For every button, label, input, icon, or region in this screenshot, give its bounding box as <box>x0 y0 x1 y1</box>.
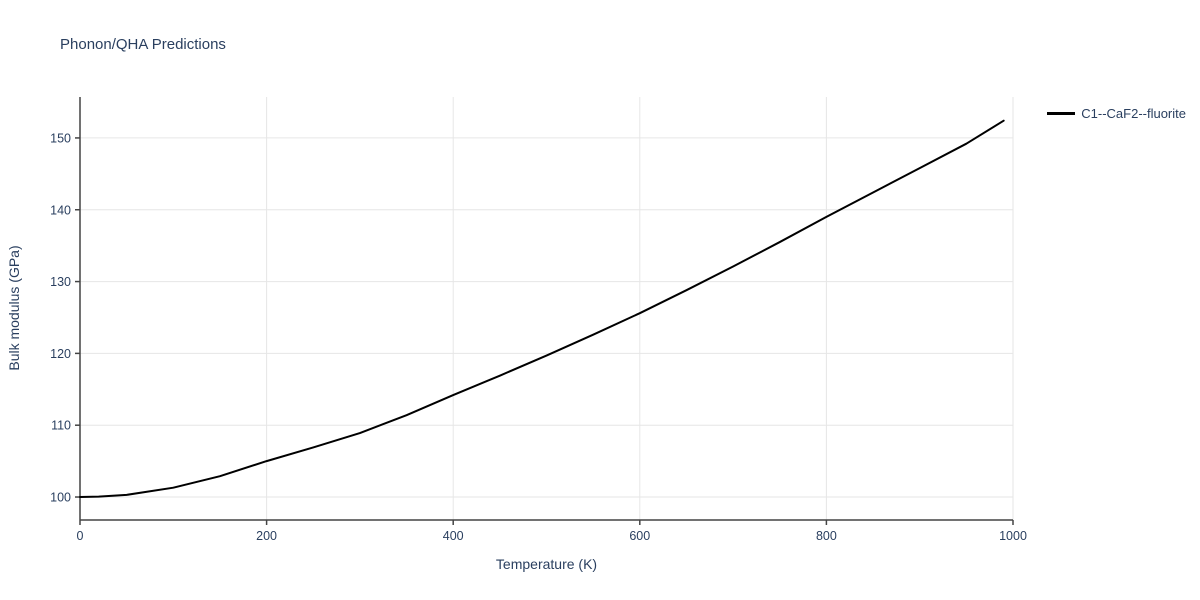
x-tick-label: 800 <box>816 529 837 543</box>
chart-title: Phonon/QHA Predictions <box>60 36 226 53</box>
legend[interactable]: C1--CaF2--fluorite <box>1047 106 1186 121</box>
x-tick-label: 600 <box>629 529 650 543</box>
y-tick-label: 150 <box>50 131 71 145</box>
x-tick-label: 200 <box>256 529 277 543</box>
y-tick-label: 120 <box>50 347 71 361</box>
series-line-C1--CaF2--fluorite <box>79 119 1005 499</box>
x-tick-label: 0 <box>77 529 84 543</box>
x-tick-label: 1000 <box>999 529 1027 543</box>
y-axis-title: Bulk modulus (GPa) <box>6 245 22 371</box>
legend-line-sample <box>1047 112 1076 115</box>
x-axis-title: Temperature (K) <box>495 556 598 572</box>
y-tick-label: 100 <box>50 491 71 505</box>
x-tick-label: 400 <box>443 529 464 543</box>
y-tick-label: 130 <box>50 275 71 289</box>
y-tick-label: 110 <box>51 419 71 433</box>
y-tick-label: 140 <box>50 203 71 217</box>
legend-label: C1--CaF2--fluorite <box>1081 106 1186 121</box>
